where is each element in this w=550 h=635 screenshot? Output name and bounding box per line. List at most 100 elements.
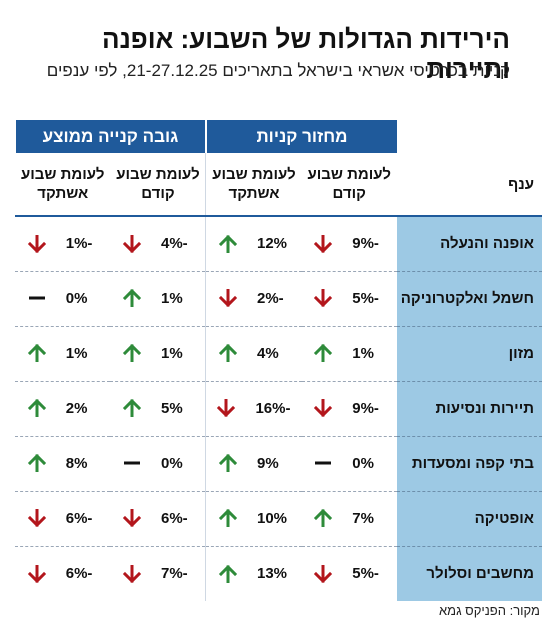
dash-icon bbox=[28, 289, 46, 307]
percent-value: 1% bbox=[352, 344, 374, 362]
arrow-down-icon bbox=[314, 398, 333, 418]
cell-turnover-last-year: 12% bbox=[205, 216, 302, 272]
cell-avg-last-year: 0% bbox=[14, 271, 111, 327]
percent-value: 13% bbox=[256, 565, 288, 582]
cell-value-group: 12% bbox=[218, 234, 289, 253]
cell-value-group: 7% bbox=[314, 509, 384, 528]
arrow-up-icon bbox=[218, 509, 238, 528]
arrow-up-icon bbox=[122, 399, 142, 418]
cell-avg-prev-week: 5% bbox=[110, 381, 206, 437]
cell-value-group: 6%- bbox=[122, 508, 193, 528]
arrow-up-icon bbox=[218, 564, 238, 583]
percent-value: 9%- bbox=[352, 235, 379, 252]
cell-avg-prev-week: 4%- bbox=[110, 216, 206, 272]
arrow-down-icon bbox=[122, 564, 142, 583]
cell-avg-last-year: 1%- bbox=[14, 216, 111, 272]
arrow-down-icon bbox=[27, 234, 46, 253]
percent-value: 10% bbox=[256, 509, 288, 527]
cell-value-group: 1%- bbox=[27, 234, 98, 253]
cell-value-group: 4%- bbox=[122, 234, 193, 253]
cell-value-group: 7%- bbox=[122, 564, 193, 583]
cell-turnover-prev-week: 5%- bbox=[301, 271, 397, 327]
percent-value: 0% bbox=[352, 454, 374, 472]
percent-value: 9% bbox=[256, 454, 279, 472]
group-header-average: גובה קנייה ממוצע bbox=[13, 120, 206, 153]
cell-turnover-last-year: 4% bbox=[205, 326, 302, 382]
arrow-up-icon bbox=[122, 344, 142, 363]
arrow-up-icon bbox=[314, 344, 333, 363]
data-table: מחזור קניות גובה קנייה ממוצע ענף לעומת ש… bbox=[13, 120, 542, 601]
percent-value: 7% bbox=[352, 509, 374, 527]
cell-value-group: 1% bbox=[122, 289, 193, 308]
cell-value-group: 0% bbox=[314, 454, 384, 472]
arrow-up-icon bbox=[218, 234, 238, 253]
cell-value-group: 8% bbox=[27, 454, 98, 473]
percent-value: 2% bbox=[65, 399, 88, 417]
percent-value: 5%- bbox=[352, 565, 379, 582]
percent-value: 7%- bbox=[160, 565, 188, 582]
cell-avg-last-year: 8% bbox=[14, 436, 111, 492]
header-blank bbox=[397, 120, 542, 153]
arrow-down-icon bbox=[27, 564, 46, 583]
cell-turnover-last-year: 9% bbox=[205, 436, 302, 492]
arrow-up-icon bbox=[218, 454, 238, 473]
cell-avg-last-year: 2% bbox=[14, 381, 111, 437]
cell-turnover-prev-week: 5%- bbox=[302, 546, 398, 601]
cell-value-group: 6%- bbox=[27, 508, 98, 528]
cell-value-group: 10% bbox=[218, 509, 289, 528]
cell-value-group: 16%- bbox=[217, 398, 291, 418]
page-title: הירידות הגדולות של השבוע: אופנה ותיירות bbox=[102, 24, 510, 84]
table-row: מזון 1% 4% 1% 1% bbox=[14, 326, 542, 382]
arrow-up-icon bbox=[122, 289, 142, 308]
cell-avg-prev-week: 7%- bbox=[110, 546, 206, 601]
percent-value: 5%- bbox=[352, 289, 379, 307]
branch-label: אופנה והנעלה bbox=[397, 216, 542, 272]
cell-value-group: 4% bbox=[218, 344, 289, 363]
percent-value: 6%- bbox=[65, 565, 93, 582]
table-row: תיירות ונסיעות 9%- 16%- 5% 2% bbox=[14, 381, 542, 437]
cell-value-group: 9%- bbox=[314, 234, 384, 253]
table-body: אופנה והנעלה 9%- 12% 4%- 1%- חשמל ואלקטרוניקה… bbox=[14, 216, 542, 601]
arrow-up-icon bbox=[27, 454, 46, 473]
arrow-down-icon bbox=[217, 398, 236, 418]
column-header-avg-last-year: לעומת שבוע אשתקד bbox=[14, 153, 111, 217]
cell-value-group: 9% bbox=[218, 454, 289, 473]
arrow-up-icon bbox=[27, 399, 46, 418]
percent-value: 0% bbox=[160, 454, 183, 472]
cell-avg-prev-week: 1% bbox=[110, 271, 206, 327]
table-row: בתי קפה ומסעדות 0% 9% 0% 8% bbox=[14, 436, 542, 492]
cell-turnover-last-year: 2%- bbox=[205, 271, 302, 327]
dash-icon bbox=[314, 454, 332, 472]
percent-value: 5% bbox=[160, 399, 183, 417]
cell-value-group: 5% bbox=[122, 399, 193, 418]
cell-turnover-prev-week: 9%- bbox=[301, 216, 397, 272]
arrow-down-icon bbox=[122, 234, 142, 253]
cell-turnover-prev-week: 7% bbox=[301, 491, 397, 547]
column-header-avg-prev-week: לעומת שבוע קודם bbox=[110, 153, 206, 217]
table-row: אופנה והנעלה 9%- 12% 4%- 1%- bbox=[14, 216, 542, 272]
branch-label: בתי קפה ומסעדות bbox=[397, 436, 542, 492]
cell-avg-prev-week: 0% bbox=[110, 436, 206, 492]
arrow-up-icon bbox=[314, 509, 333, 528]
data-table-container: מחזור קניות גובה קנייה ממוצע ענף לעומת ש… bbox=[13, 120, 542, 601]
arrow-up-icon bbox=[27, 344, 46, 363]
percent-value: 16%- bbox=[255, 399, 291, 417]
percent-value: 1% bbox=[65, 344, 88, 362]
arrow-down-icon bbox=[314, 234, 333, 253]
percent-value: 2%- bbox=[256, 289, 284, 307]
branch-label: מזון bbox=[397, 326, 542, 382]
cell-avg-prev-week: 1% bbox=[110, 326, 206, 382]
cell-avg-prev-week: 6%- bbox=[110, 491, 206, 547]
cell-turnover-prev-week: 1% bbox=[301, 326, 397, 382]
branch-label: אופטיקה bbox=[397, 491, 542, 547]
page-subtitle: קניות בכרטיסי אשראי בישראל בתאריכים 21-2… bbox=[46, 61, 510, 80]
percent-value: 4%- bbox=[160, 235, 188, 252]
arrow-down-icon bbox=[314, 564, 333, 583]
percent-value: 8% bbox=[65, 454, 88, 472]
column-header-branch: ענף bbox=[397, 153, 542, 217]
percent-value: 6%- bbox=[65, 509, 93, 527]
arrow-down-icon bbox=[218, 288, 238, 308]
source-note: מקור: הפניקס גמא bbox=[438, 603, 540, 618]
percent-value: 1%- bbox=[65, 235, 93, 252]
branch-label: מחשבים וסלולר bbox=[397, 546, 542, 601]
